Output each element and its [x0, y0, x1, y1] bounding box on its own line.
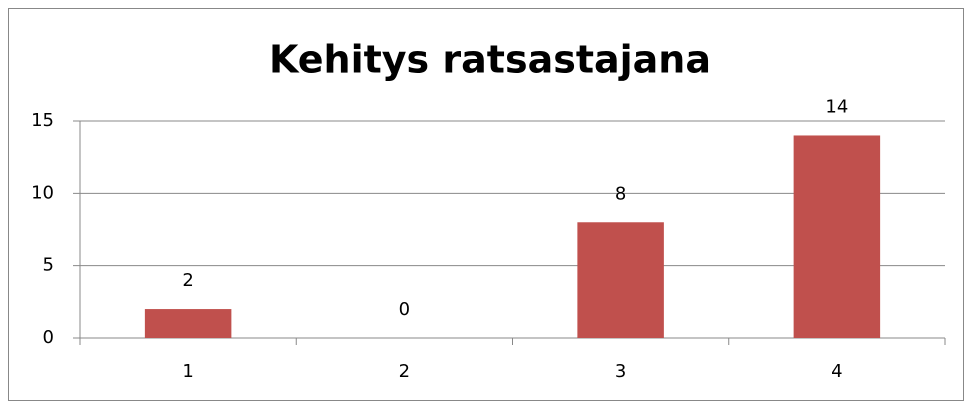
y-tick-label: 15	[31, 110, 54, 131]
x-tick-label: 2	[399, 361, 410, 382]
data-label: 8	[615, 183, 626, 204]
y-tick-label: 5	[43, 255, 54, 276]
x-tick-label: 1	[182, 361, 193, 382]
y-tick-label: 10	[31, 182, 54, 203]
data-label: 0	[399, 299, 410, 320]
x-tick-label: 3	[615, 361, 626, 382]
bar	[793, 135, 881, 338]
chart-title: Kehitys ratsastajana	[269, 38, 711, 82]
y-tick-label: 0	[43, 327, 54, 348]
data-label: 14	[825, 96, 848, 117]
bar	[144, 309, 232, 338]
bar	[577, 222, 664, 338]
data-label: 2	[182, 270, 193, 291]
x-tick-label: 4	[831, 361, 842, 382]
